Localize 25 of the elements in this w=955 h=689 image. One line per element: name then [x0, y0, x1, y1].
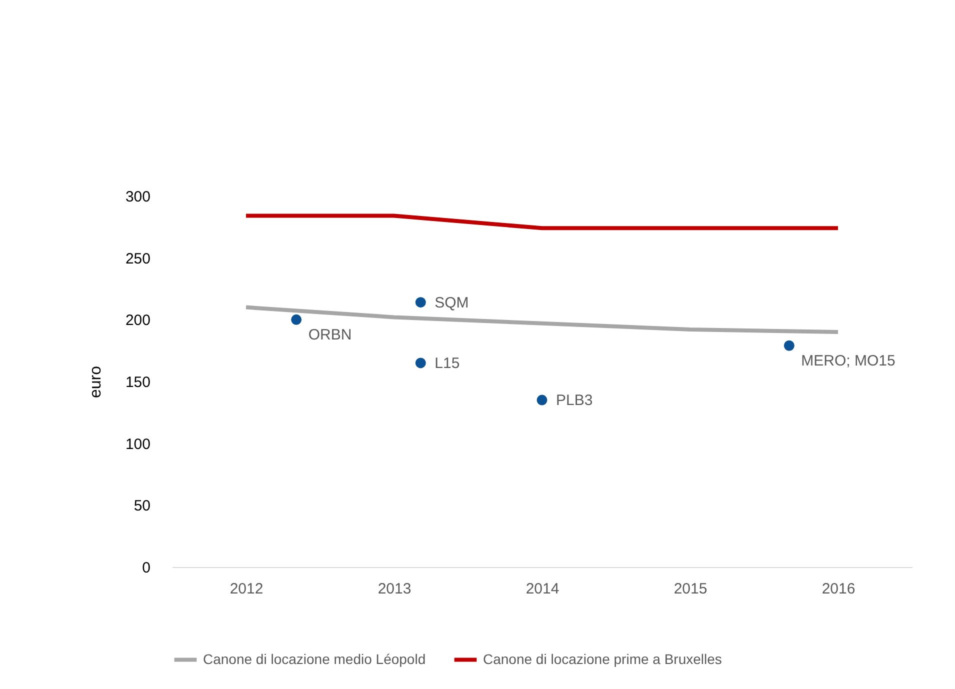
point: [291, 314, 302, 325]
y-axis-title: euro: [87, 366, 104, 398]
y-tick-label: 300: [125, 188, 150, 206]
annotation: SQM: [434, 294, 469, 312]
annotation: ORBN: [308, 326, 352, 344]
x-tick-label: 2016: [822, 580, 856, 598]
y-tick-label: 150: [125, 374, 150, 391]
legend-label: Canone di locazione medio Léopold: [203, 650, 426, 667]
y-tick-label: 100: [125, 436, 150, 453]
y-tick-label: 250: [125, 250, 150, 268]
point: [415, 297, 426, 308]
x-tick-label: 2015: [674, 580, 708, 598]
y-tick-label: 50: [134, 498, 150, 515]
y-tick-label: 200: [125, 312, 150, 330]
annotation: PLB3: [556, 392, 593, 410]
x-tick-label: 2013: [378, 580, 412, 598]
annotation: MERO; MO15: [801, 352, 896, 370]
point: [415, 358, 426, 368]
y-tick-label: 0: [142, 560, 150, 576]
point: [784, 340, 794, 351]
point: [536, 394, 548, 406]
legend-label: Canone di locazione prime a Bruxelles: [483, 650, 722, 667]
x-tick-label: 2012: [230, 580, 264, 598]
annotation: L15: [434, 354, 460, 372]
x-tick-label: 2014: [526, 580, 560, 598]
